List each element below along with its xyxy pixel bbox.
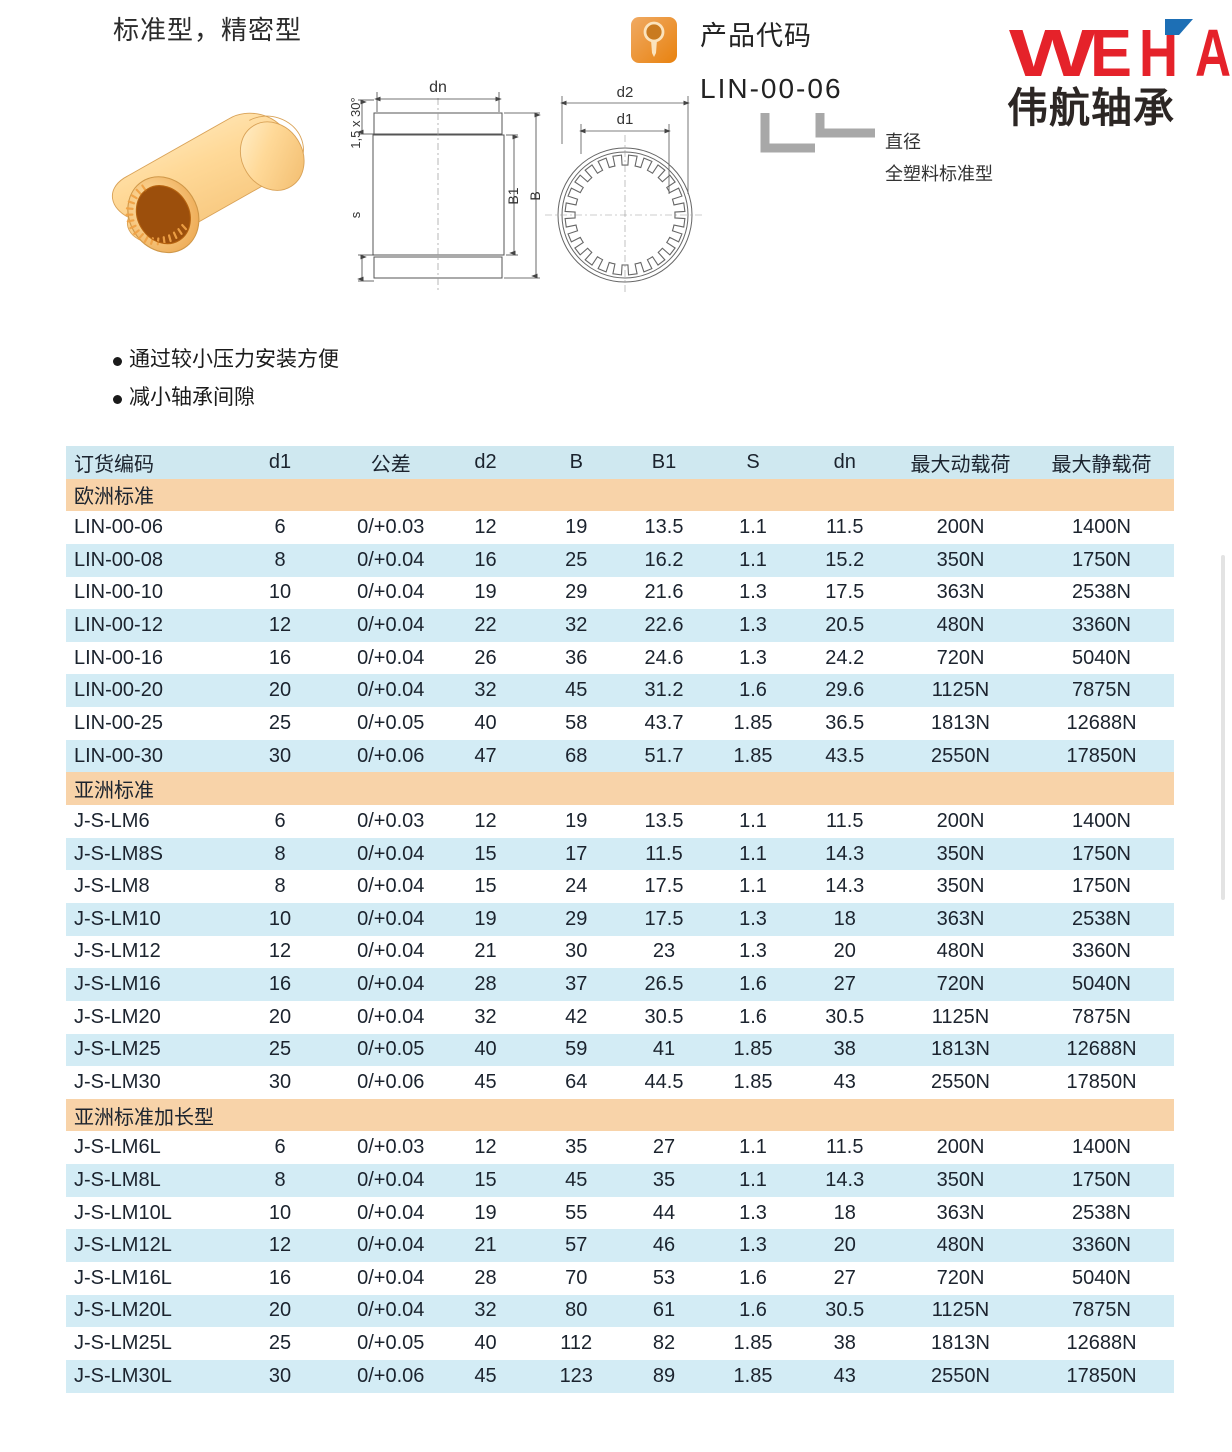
svg-text:A: A [1195, 16, 1231, 91]
svg-text:伟航轴承: 伟航轴承 [1007, 85, 1175, 131]
svg-text:d1: d1 [617, 111, 634, 128]
svg-text:d2: d2 [617, 84, 634, 101]
svg-text:E: E [1090, 16, 1132, 91]
svg-text:W: W [1009, 16, 1097, 91]
